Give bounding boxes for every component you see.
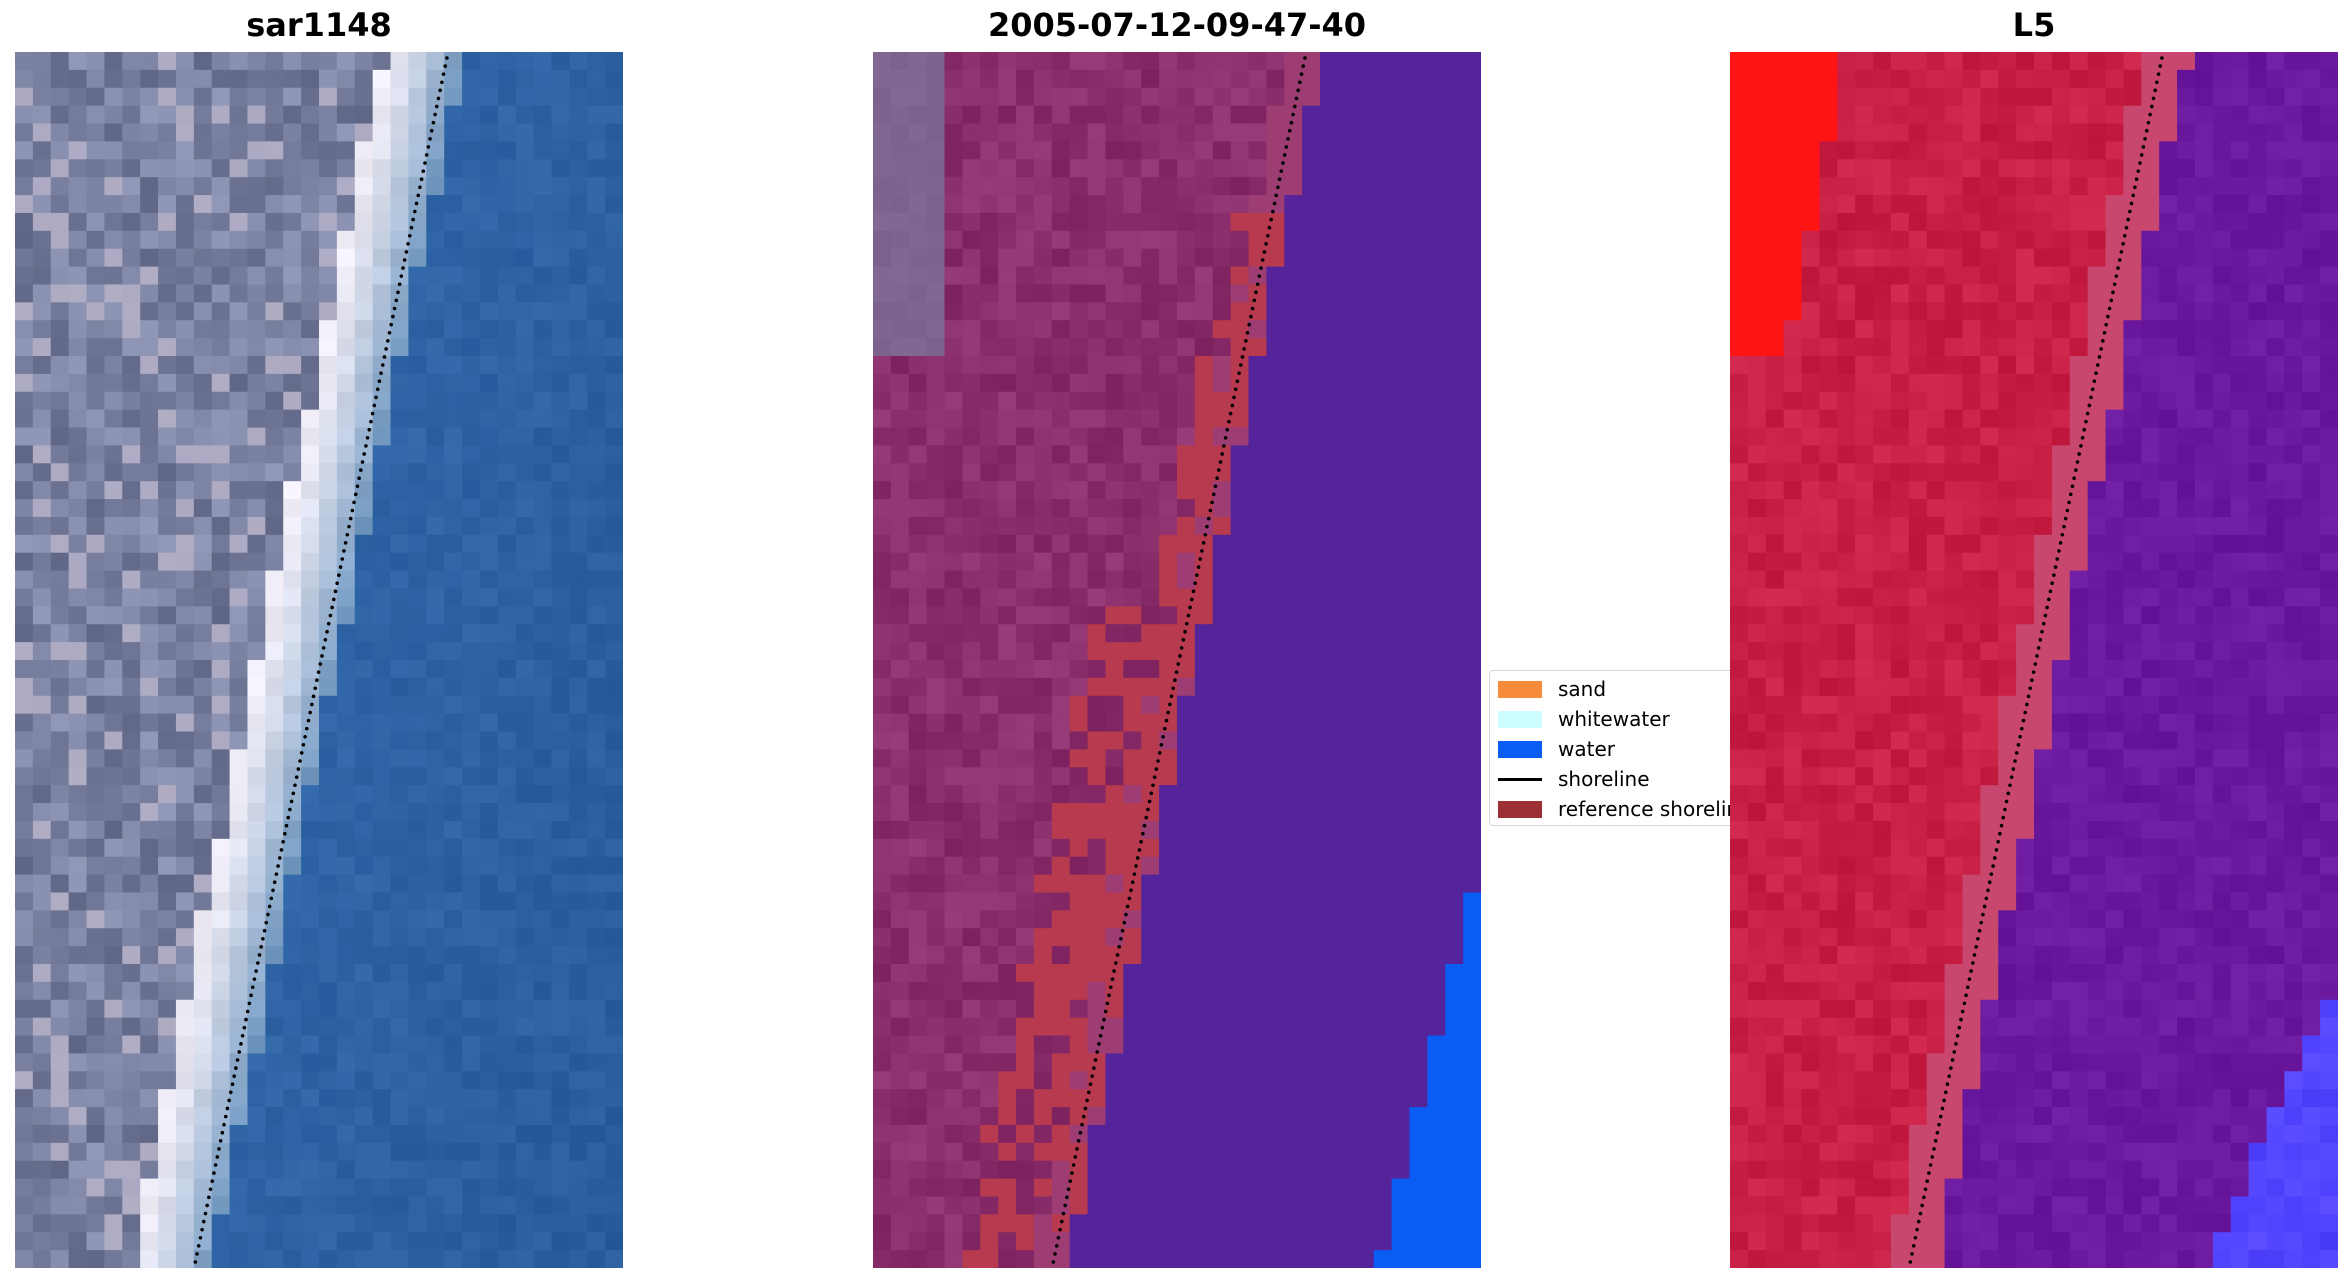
legend-swatch-reference-shoreline bbox=[1498, 800, 1542, 818]
classification-image-panel bbox=[873, 52, 1481, 1268]
rgb-image bbox=[15, 52, 623, 1268]
legend-item-shoreline: shoreline bbox=[1498, 766, 1650, 792]
legend-swatch-whitewater bbox=[1498, 710, 1542, 728]
panel-title-rgb: sar1148 bbox=[246, 6, 392, 44]
panel-title-index: L5 bbox=[2012, 6, 2056, 44]
legend-swatch-water bbox=[1498, 740, 1542, 758]
legend-item-sand: sand bbox=[1498, 676, 1606, 702]
rgb-image-panel bbox=[15, 52, 623, 1268]
legend-label-shoreline: shoreline bbox=[1558, 767, 1650, 791]
legend-swatch-sand bbox=[1498, 680, 1542, 698]
legend-item-water: water bbox=[1498, 736, 1615, 762]
legend-label-sand: sand bbox=[1558, 677, 1607, 701]
legend-item-whitewater: whitewater bbox=[1498, 706, 1670, 732]
panel-title-classification: 2005-07-12-09-47-40 bbox=[987, 6, 1367, 44]
legend-line-shoreline bbox=[1498, 777, 1542, 781]
legend-label-whitewater: whitewater bbox=[1558, 707, 1670, 731]
legend-label-water: water bbox=[1558, 737, 1615, 761]
legend-label-reference-shoreline: reference shoreline bbox=[1558, 797, 1752, 821]
index-image-panel bbox=[1730, 52, 2338, 1268]
classification-image bbox=[873, 52, 1481, 1268]
legend-item-reference-shoreline: reference shoreline bbox=[1498, 796, 1751, 822]
index-image bbox=[1730, 52, 2338, 1268]
